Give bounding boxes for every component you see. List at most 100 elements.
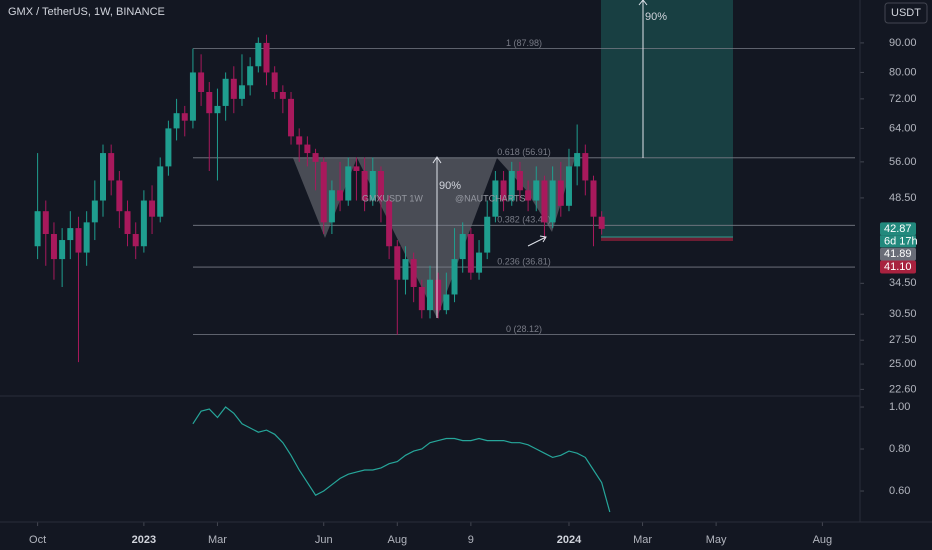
candle-body xyxy=(459,234,466,260)
candle-body xyxy=(418,286,425,311)
candle-body xyxy=(230,78,237,99)
candle-body xyxy=(206,91,213,114)
fib-label: 1 (87.98) xyxy=(506,38,542,48)
x-tick-label: 2023 xyxy=(132,534,156,546)
y-tick-label: 72.00 xyxy=(889,93,917,105)
candle-body xyxy=(304,144,311,154)
candle-body xyxy=(508,170,515,201)
candle-body xyxy=(484,216,491,253)
candle-body xyxy=(435,279,442,311)
candle-body xyxy=(247,66,254,86)
candle-body xyxy=(116,180,123,212)
candle-body xyxy=(75,228,82,253)
candle-body xyxy=(598,216,605,229)
x-tick-label: Mar xyxy=(208,534,227,546)
fib-label: 0.382 (43.48) xyxy=(497,215,551,225)
candle-body xyxy=(361,170,368,201)
candle-body xyxy=(296,136,303,145)
candle-body xyxy=(353,166,360,171)
currency-button[interactable] xyxy=(884,2,928,24)
candle-body xyxy=(255,42,262,67)
candle-body xyxy=(320,161,327,223)
y-tick-label: 1.00 xyxy=(889,401,910,413)
candle-body xyxy=(140,200,147,247)
candle-body xyxy=(394,246,401,280)
candle-body xyxy=(189,72,196,121)
candle-body xyxy=(549,180,556,223)
candle-body xyxy=(525,190,532,201)
oscillator-line xyxy=(192,406,611,513)
x-tick-label: May xyxy=(706,534,727,546)
candle-body xyxy=(500,180,507,201)
candle-body xyxy=(157,166,164,217)
candle-body xyxy=(34,211,41,247)
arrow-head xyxy=(432,156,442,164)
plot-layer: 90.00 80.00 72.00 64.00 56.00 48.50 34.50 30.50… xyxy=(29,34,918,546)
candle-body xyxy=(279,91,286,99)
candle-body xyxy=(42,211,49,235)
candle-body xyxy=(410,259,417,287)
candle-body xyxy=(590,180,597,217)
y-tick-label: 25.00 xyxy=(889,358,917,370)
price-label: 41.10 xyxy=(884,261,912,273)
candle-body xyxy=(50,234,57,260)
x-tick-label: Jun xyxy=(315,534,333,546)
chart-title: GMX / TetherUS, 1W, BINANCE xyxy=(8,6,165,18)
candle-body xyxy=(312,153,319,162)
y-tick-label: 90.00 xyxy=(889,37,917,49)
candle-body xyxy=(214,105,221,114)
x-tick-label: 2024 xyxy=(557,534,582,546)
y-tick-label: 22.60 xyxy=(889,383,917,395)
y-tick-label: 56.00 xyxy=(889,156,917,168)
pattern-head xyxy=(357,158,497,318)
candle-body xyxy=(427,279,433,311)
countdown: 6d 17h xyxy=(884,235,918,247)
arrow xyxy=(527,236,547,247)
candle-body xyxy=(149,200,156,217)
candle-body xyxy=(238,85,245,99)
price-label-box xyxy=(880,247,916,261)
y-tick-label: 64.00 xyxy=(889,122,917,134)
fib-label: 0 (28.12) xyxy=(506,324,542,334)
candle-body xyxy=(100,153,107,201)
candle-body xyxy=(377,170,384,201)
price-label: 41.89 xyxy=(884,248,912,260)
candle-body xyxy=(476,252,483,273)
fib-label: 0.618 (56.91) xyxy=(497,147,551,157)
annotation: 90% xyxy=(645,11,667,23)
candle-body xyxy=(541,180,548,223)
price-label-box xyxy=(880,260,916,274)
y-tick-label: 80.00 xyxy=(889,66,917,78)
long-position-loss xyxy=(601,237,733,241)
watermark: GMXUSDT 1W xyxy=(362,193,423,203)
y-tick-label: 0.80 xyxy=(889,443,910,455)
x-tick-label: Oct xyxy=(29,534,46,546)
candle-body xyxy=(132,234,139,247)
arrow-head xyxy=(539,235,547,243)
fib-label: 0.236 (36.81) xyxy=(497,256,551,266)
candle-body xyxy=(124,211,131,235)
currency-button-label[interactable]: USDT xyxy=(891,7,921,19)
candle-body xyxy=(288,98,295,137)
y-tick-label: 30.50 xyxy=(889,308,917,320)
candle-body xyxy=(198,72,205,92)
candle-body xyxy=(369,170,376,201)
candle-body xyxy=(582,153,589,181)
candle-body xyxy=(67,228,74,241)
candle-body xyxy=(328,190,335,223)
long-position-profit xyxy=(601,0,733,237)
candle-body xyxy=(451,259,458,295)
candle-body xyxy=(386,200,393,247)
candle-body xyxy=(165,128,172,167)
x-tick-label: 9 xyxy=(468,534,474,546)
candle-body xyxy=(173,113,180,129)
candle-body xyxy=(263,42,270,73)
candle-body xyxy=(516,170,523,191)
y-tick-label: 27.50 xyxy=(889,334,917,346)
candle-body xyxy=(181,113,188,121)
x-tick-label: Aug xyxy=(813,534,833,546)
arrow-head xyxy=(638,0,648,6)
